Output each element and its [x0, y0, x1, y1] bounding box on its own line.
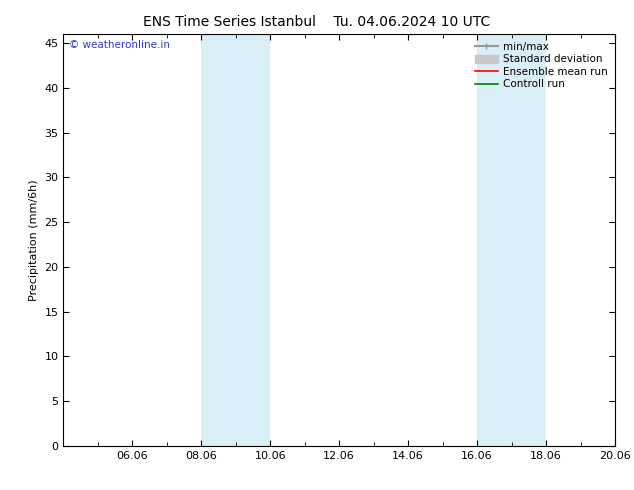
Y-axis label: Precipitation (mm/6h): Precipitation (mm/6h) — [29, 179, 39, 301]
Text: © weatheronline.in: © weatheronline.in — [69, 41, 170, 50]
Bar — [477, 34, 546, 446]
Bar — [202, 34, 270, 446]
Legend: min/max, Standard deviation, Ensemble mean run, Controll run: min/max, Standard deviation, Ensemble me… — [473, 40, 610, 92]
Text: ENS Time Series Istanbul    Tu. 04.06.2024 10 UTC: ENS Time Series Istanbul Tu. 04.06.2024 … — [143, 15, 491, 29]
